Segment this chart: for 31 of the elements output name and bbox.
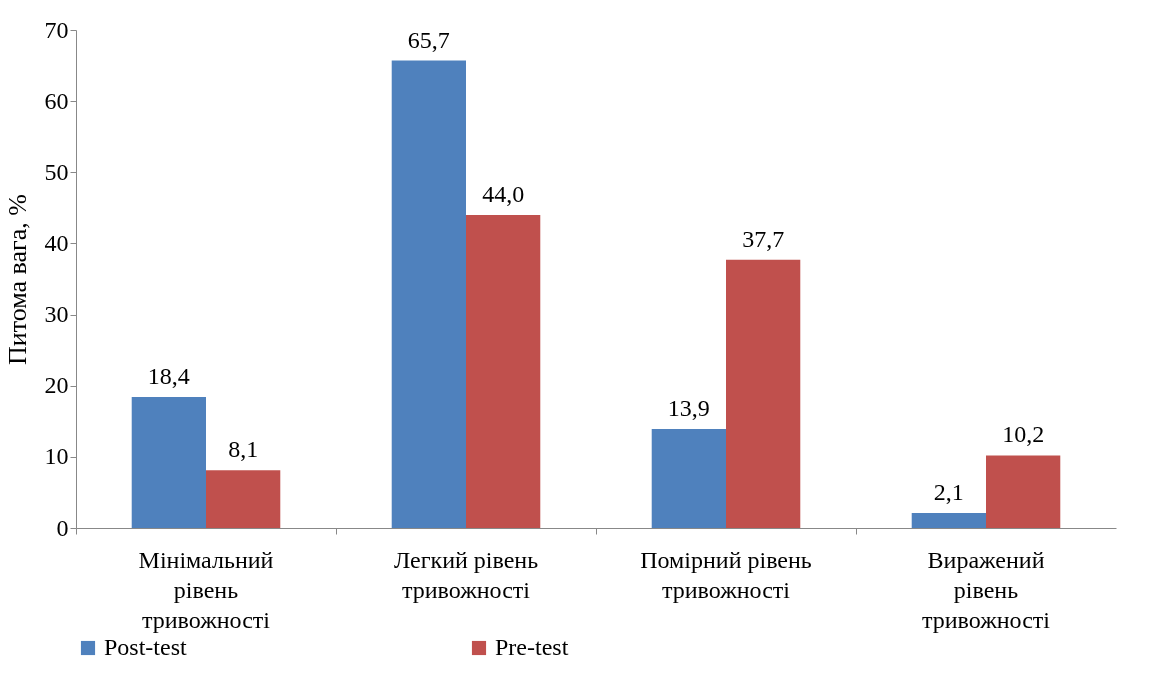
y-tick-label: 60 xyxy=(44,87,69,114)
legend-label: Pre-test xyxy=(495,634,569,660)
y-tick-label: 40 xyxy=(44,229,69,256)
data-label: 65,7 xyxy=(407,26,450,53)
y-tick-label: 50 xyxy=(44,158,69,185)
bar xyxy=(466,214,541,528)
y-tick-label: 70 xyxy=(44,16,69,43)
bar xyxy=(651,429,726,528)
bar xyxy=(206,470,281,528)
y-tick-label: 10 xyxy=(44,443,69,470)
x-tick-label: Виражений рівень тривожності xyxy=(921,546,1051,633)
data-label: 37,7 xyxy=(742,225,785,252)
data-label: 2,1 xyxy=(933,479,964,506)
bar xyxy=(986,455,1061,528)
data-label: 44,0 xyxy=(482,180,525,207)
y-tick-label: 20 xyxy=(44,372,69,399)
bar xyxy=(391,60,466,528)
x-tick-label: Мінімальний рівень тривожності xyxy=(138,546,274,633)
bar xyxy=(131,397,206,528)
x-tick-label: Легкий рівень тривожності xyxy=(393,546,539,603)
data-label: 10,2 xyxy=(1002,421,1045,448)
x-tick-label: Помірний рівень тривожності xyxy=(640,546,812,603)
data-label: 8,1 xyxy=(228,436,259,463)
y-axis-title: Питома вага, % xyxy=(2,194,32,365)
data-label: 13,9 xyxy=(667,395,710,422)
bar xyxy=(911,513,986,528)
legend-label: Post-test xyxy=(104,634,188,660)
y-tick-label: 30 xyxy=(44,301,69,328)
bar xyxy=(726,259,801,528)
data-label: 18,4 xyxy=(147,363,190,390)
y-tick-label: 0 xyxy=(56,514,69,541)
